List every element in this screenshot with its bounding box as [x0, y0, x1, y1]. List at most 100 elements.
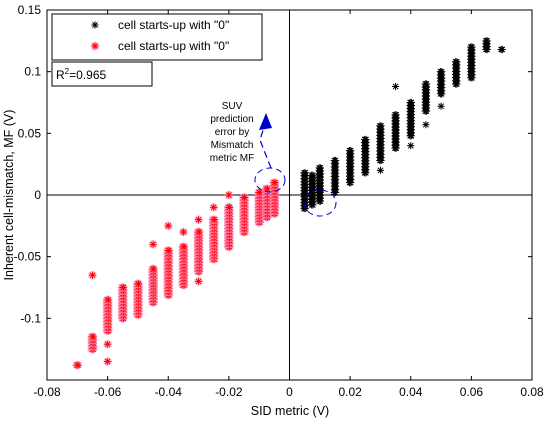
- y-tick-label: 0.05: [18, 126, 42, 140]
- x-axis-title: SID metric (V): [251, 404, 329, 418]
- series-layer: [72, 37, 506, 370]
- data-point-black: [331, 156, 340, 165]
- data-point-red: [224, 190, 234, 200]
- r-squared-value: =0.965: [69, 68, 106, 82]
- data-point-black: [468, 43, 476, 51]
- r-squared-box: R2=0.965: [51, 61, 153, 87]
- legend: cell starts-up with "0" cell starts-up w…: [51, 13, 263, 61]
- callout-annotation: SUV prediction error by Mismatch metric …: [210, 101, 337, 217]
- y-axis-ticks: 0.15 0.1 0.05 0 -0.05 -0.1: [14, 3, 532, 325]
- marker-glyph: [88, 271, 97, 279]
- marker-glyph: [210, 216, 218, 224]
- marker-glyph: [377, 122, 385, 130]
- legend-marker-glyph: [90, 41, 100, 51]
- x-tick-label: -0.02: [215, 385, 243, 399]
- r-squared-superscript: 2: [65, 67, 70, 76]
- data-point-red: [164, 246, 174, 255]
- legend-box: [51, 13, 263, 61]
- marker-glyph: [376, 166, 385, 174]
- x-tick-label: -0.04: [155, 385, 183, 399]
- data-point-red: [134, 279, 143, 289]
- data-point-red: [149, 264, 159, 274]
- data-point-red: [209, 215, 219, 225]
- y-tick-label: 0: [34, 188, 41, 202]
- y-axis-title: Inherent cell-mismatch, MF (V): [2, 110, 16, 281]
- x-tick-label: 0: [286, 385, 293, 399]
- marker-glyph: [195, 228, 203, 236]
- data-point-black: [362, 135, 370, 144]
- data-point-red: [88, 270, 97, 280]
- marker-glyph: [104, 340, 112, 348]
- marker-glyph: [119, 283, 127, 292]
- data-point-red: [194, 227, 204, 237]
- marker-glyph: [331, 156, 340, 165]
- callout-ellipse-left: [254, 167, 286, 193]
- r-squared-prefix: R: [56, 68, 65, 82]
- data-point-black: [422, 121, 430, 129]
- marker-glyph: [438, 68, 446, 76]
- data-point-red: [163, 221, 173, 231]
- r-squared-frame: [51, 61, 153, 87]
- x-tick-label: 0.04: [399, 385, 423, 399]
- marker-glyph: [407, 142, 415, 150]
- data-point-black: [309, 171, 317, 179]
- marker-glyph: [256, 188, 264, 197]
- y-tick-label: -0.1: [20, 311, 41, 325]
- marker-glyph: [453, 58, 461, 66]
- data-point-black: [483, 37, 491, 45]
- marker-glyph: [407, 98, 415, 107]
- data-point-red: [194, 276, 203, 286]
- data-point-red: [88, 332, 98, 342]
- marker-glyph: [468, 43, 476, 51]
- marker-glyph: [89, 333, 97, 341]
- data-point-black: [453, 58, 461, 66]
- data-point-black: [377, 122, 385, 130]
- data-point-black: [347, 147, 355, 155]
- marker-glyph: [498, 45, 506, 54]
- x-axis-ticks: -0.08 -0.06 -0.04 -0.02 0 0.02 0.04 0.06 0.08: [33, 10, 544, 399]
- data-point-red: [209, 202, 219, 212]
- data-point-black: [422, 80, 431, 88]
- data-point-red: [73, 360, 83, 370]
- series-0: [300, 37, 506, 213]
- legend-label-red: cell starts-up with "0": [118, 39, 229, 53]
- marker-glyph: [164, 222, 172, 230]
- data-point-black: [438, 68, 446, 76]
- data-point-red: [103, 295, 113, 305]
- marker-glyph: [150, 265, 158, 273]
- callout-line-4: Mismatch: [211, 140, 254, 151]
- x-tick-label: -0.06: [94, 385, 122, 399]
- data-point-black: [407, 142, 415, 150]
- data-point-red: [194, 215, 203, 225]
- x-tick-label: 0.06: [460, 385, 484, 399]
- marker-glyph: [483, 37, 491, 45]
- marker-glyph: [194, 216, 203, 224]
- callout-line-5: metric MF: [210, 153, 254, 164]
- data-point-black: [392, 111, 400, 119]
- data-point-black: [376, 166, 385, 174]
- r-squared-text: R2=0.965: [56, 67, 106, 82]
- marker-glyph: [104, 296, 112, 304]
- data-point-red: [179, 227, 188, 237]
- marker-glyph: [134, 280, 143, 288]
- marker-glyph: [422, 121, 430, 129]
- data-point-red: [179, 242, 189, 252]
- marker-glyph: [91, 42, 99, 50]
- marker-glyph: [74, 361, 82, 369]
- data-point-red: [118, 283, 128, 292]
- y-tick-label: -0.05: [14, 250, 42, 264]
- marker-glyph: [91, 21, 99, 29]
- data-point-red: [225, 202, 234, 212]
- marker-glyph: [165, 246, 173, 255]
- callout-ellipse-right: [303, 189, 337, 217]
- marker-glyph: [271, 179, 279, 187]
- marker-glyph: [180, 243, 188, 251]
- data-point-black: [391, 82, 400, 91]
- series-1: [72, 178, 280, 370]
- marker-glyph: [225, 191, 233, 199]
- marker-glyph: [316, 164, 325, 172]
- data-point-red: [240, 193, 250, 202]
- legend-marker-red-asterisk: [90, 41, 100, 51]
